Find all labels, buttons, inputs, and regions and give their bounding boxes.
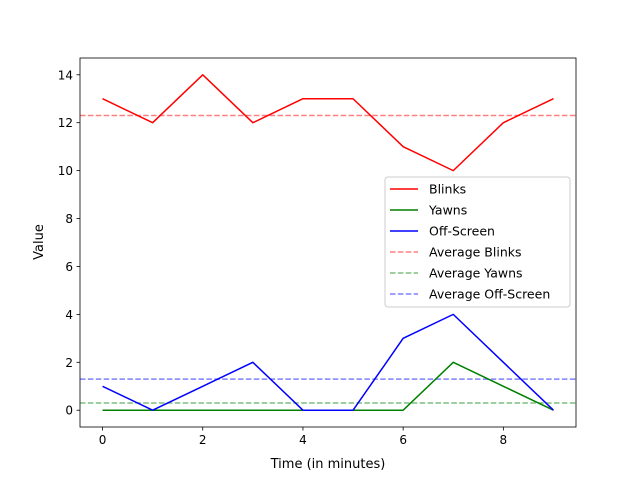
legend-label-1: Yawns (428, 203, 467, 218)
legend-label-2: Off-Screen (429, 224, 495, 239)
y-tick-label-1: 2 (65, 356, 73, 370)
x-tick-label-2: 4 (299, 433, 307, 447)
legend-label-4: Average Yawns (429, 266, 523, 281)
y-axis-label: Value (32, 224, 47, 260)
y-tick-label-5: 10 (58, 164, 73, 178)
y-tick-label-2: 4 (65, 308, 73, 322)
legend: Blinks Yawns Off-Screen Average Blinks Avera… (384, 176, 571, 308)
y-tick-label-6: 12 (58, 116, 73, 130)
series-line-0 (102, 74, 554, 172)
y-tick-label-3: 6 (65, 260, 73, 274)
x-tick-label-3: 6 (399, 433, 407, 447)
x-tick-label-1: 2 (199, 433, 207, 447)
plot-area (79, 57, 577, 428)
legend-label-5: Average Off-Screen (429, 287, 550, 302)
y-tick-label-7: 14 (58, 68, 73, 82)
legend-box (384, 176, 571, 308)
y-tick-label-0: 0 (65, 404, 73, 418)
x-tick-label-4: 8 (500, 433, 508, 447)
legend-label-3: Average Blinks (429, 245, 522, 260)
x-tick-label-0: 0 (99, 433, 107, 447)
y-axis-ticks: 0 2 4 6 8 10 12 14 (58, 68, 80, 418)
x-axis-ticks: 0 2 4 6 8 (99, 427, 507, 447)
plot-frame (79, 57, 577, 428)
series-line-2 (102, 313, 554, 411)
x-axis-label: Time (in minutes) (270, 457, 386, 472)
legend-label-0: Blinks (429, 182, 466, 197)
y-tick-label-4: 8 (65, 212, 73, 226)
